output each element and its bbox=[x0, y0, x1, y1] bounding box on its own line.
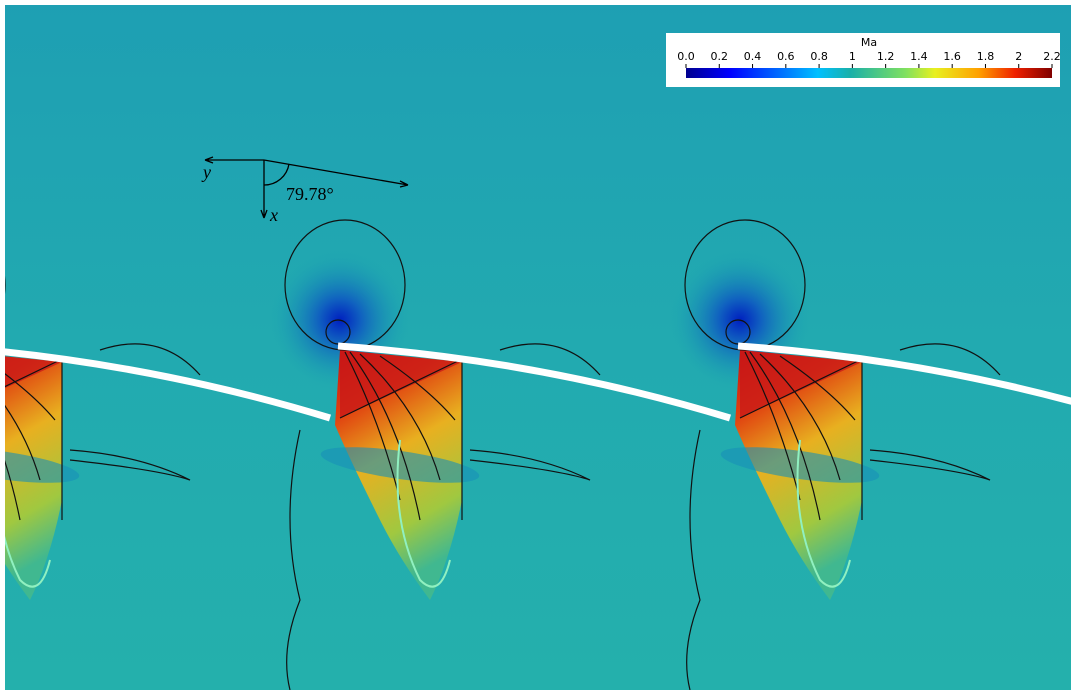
colorbar-tick-label: 1 bbox=[849, 50, 856, 63]
flow-field bbox=[0, 0, 1076, 693]
colorbar-tick-label: 1.4 bbox=[910, 50, 928, 63]
colorbar-tick-label: 0.4 bbox=[744, 50, 762, 63]
colorbar-tick-label: 0.6 bbox=[777, 50, 795, 63]
colorbar-gradient bbox=[686, 68, 1052, 78]
colorbar-tick-label: 1.6 bbox=[943, 50, 961, 63]
colorbar-tick-label: 0.0 bbox=[677, 50, 695, 63]
page: y x 79.78° Ma 0.0 0.2 0.4 0.6 0.8 1 1.2 1.4 1.6 1… bbox=[0, 0, 1076, 693]
colorbar-tick-label: 2 bbox=[1015, 50, 1022, 63]
colorbar-tick-label: 0.2 bbox=[711, 50, 729, 63]
colorbar-tick-label: 0.8 bbox=[810, 50, 828, 63]
colorbar: Ma 0.0 0.2 0.4 0.6 0.8 1 1.2 1.4 1.6 1.8 2 2.2 bbox=[666, 33, 1061, 87]
colorbar-tick-label: 1.8 bbox=[977, 50, 995, 63]
x-axis-label: x bbox=[269, 205, 278, 225]
y-axis-label: y bbox=[201, 162, 211, 182]
mach-field-figure: y x 79.78° Ma 0.0 0.2 0.4 0.6 0.8 1 1.2 1.4 1.6 1… bbox=[0, 0, 1076, 693]
colorbar-tick-label: 2.2 bbox=[1043, 50, 1061, 63]
colorbar-title: Ma bbox=[861, 36, 877, 49]
angle-label: 79.78° bbox=[286, 184, 334, 204]
colorbar-tick-label: 1.2 bbox=[877, 50, 895, 63]
